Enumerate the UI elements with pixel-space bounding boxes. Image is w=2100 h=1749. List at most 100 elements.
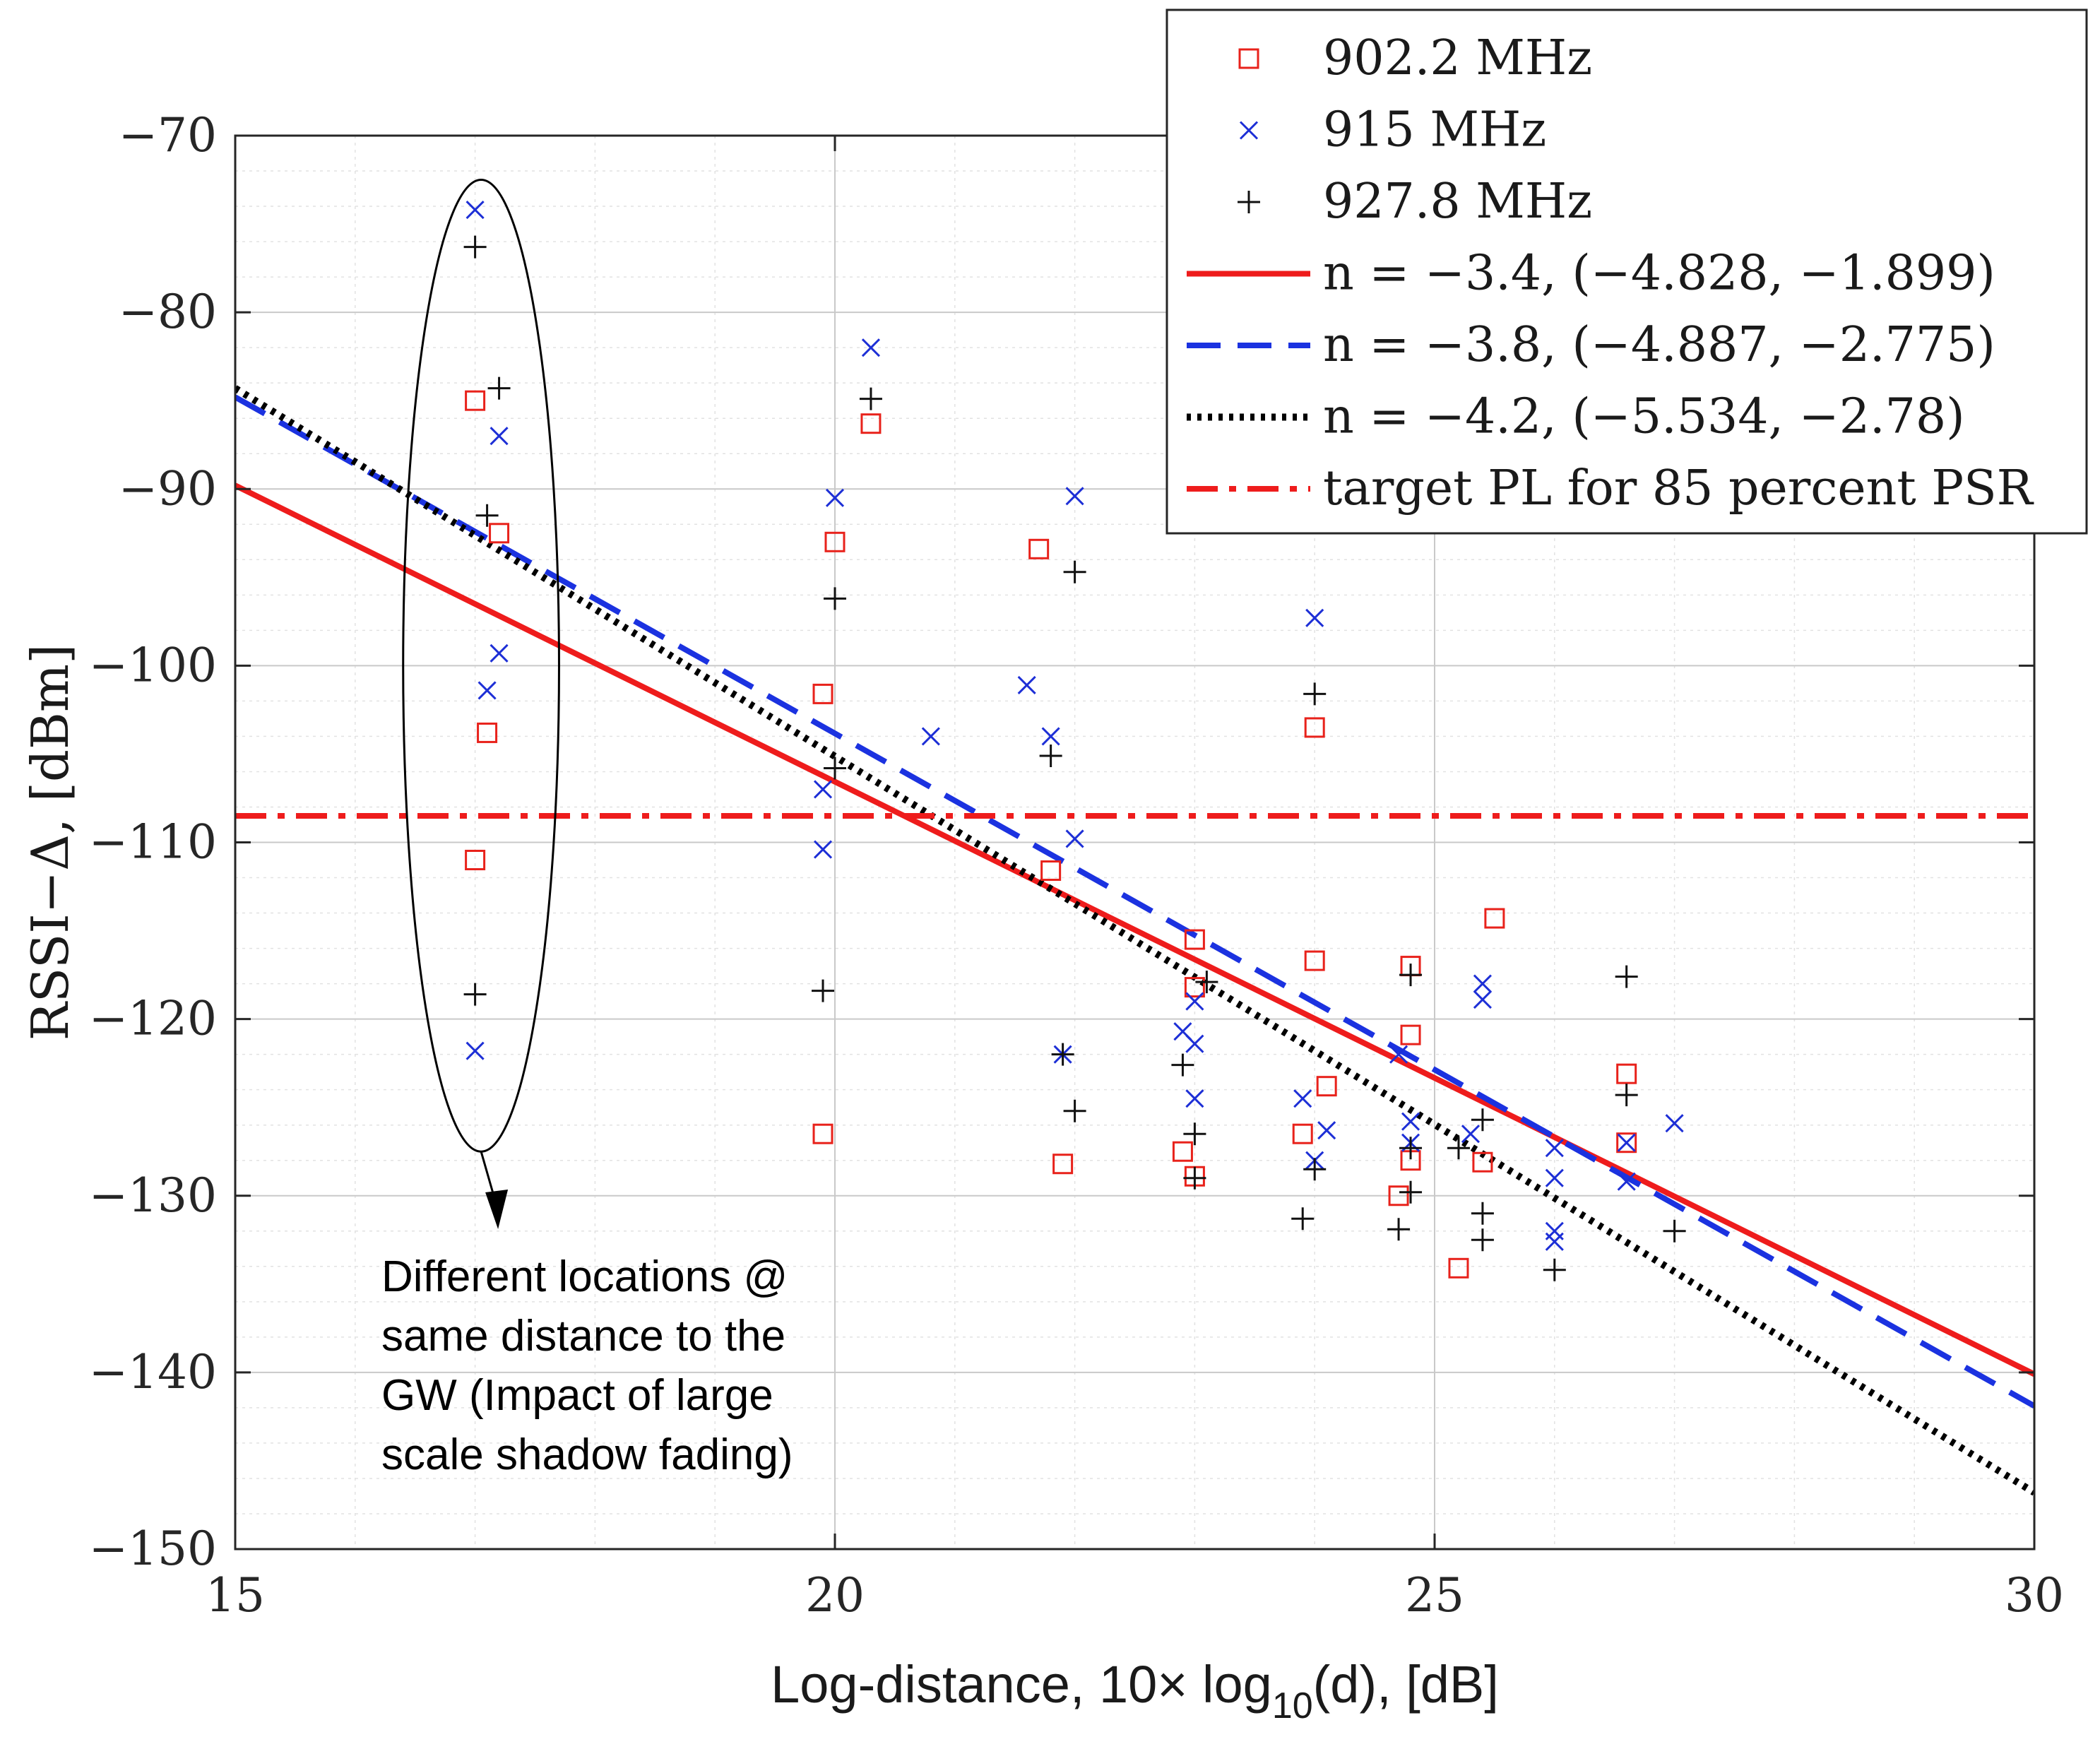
data-point-plus [1195,971,1218,994]
data-point-square [812,1123,834,1144]
data-point-plus [824,587,846,610]
data-point-x [1389,1045,1408,1064]
legend-label: 902.2 MHz [1323,30,1592,86]
data-point-plus [1303,1158,1327,1181]
data-point-x [1617,1172,1636,1191]
x-tick-label: 30 [2005,1568,2064,1623]
data-point-plus [1471,1228,1494,1252]
data-point-x [1041,727,1060,746]
y-tick-label: −110 [89,815,217,870]
data-point-x [1545,1232,1564,1251]
data-point-square [465,390,486,411]
data-point-square [465,850,486,871]
data-point-square [1184,929,1205,950]
data-point-plus [812,979,835,1002]
data-point-x [1185,992,1204,1011]
annotation-arrowhead [485,1190,509,1229]
data-point-x [477,681,497,700]
data-point-square [489,523,510,544]
data-point-square [1472,1151,1493,1173]
data-point-x [1461,1125,1481,1144]
data-point-plus [1543,1258,1566,1281]
data-point-plus [1291,1207,1315,1231]
data-point-plus [463,235,487,259]
legend: 902.2 MHz 915 MHz 927.8 MHz n = −3.4, (−4.8… [1165,8,2088,535]
data-point-square [1388,1185,1409,1206]
y-axis-label: RSSI−Δ, [dBm] [20,644,80,1041]
annotation-text-line: GW (Impact of large [381,1371,773,1420]
data-point-x [1305,608,1324,627]
data-point-plus [1171,1053,1194,1077]
data-point-square [1184,977,1205,998]
y-tick-label: −150 [89,1522,217,1576]
x-axis-label-tail: (d), [dB] [1313,1655,1499,1714]
data-point-plus [1399,964,1423,987]
data-point-square [812,683,834,704]
data-point-plus [1303,682,1327,706]
data-point-square [1484,908,1505,929]
data-point-plus [1183,1166,1206,1190]
fit-lines [235,385,2034,1496]
data-point-square [1616,1132,1637,1154]
data-point-x [490,644,509,663]
legend-label: 927.8 MHz [1323,174,1592,230]
series-line-solid [235,482,2034,1377]
data-point-x [465,1041,485,1060]
data-point-x [1617,1133,1636,1152]
data-point-plus [463,983,487,1006]
data-point-plus [1447,1137,1470,1160]
data-point-square [1292,1123,1313,1144]
data-point-plus [1471,1202,1494,1225]
x-axis-label-sub: 10 [1272,1685,1313,1726]
data-point-square [1172,1141,1193,1162]
x-tick-label: 25 [1405,1568,1464,1623]
data-point-plus [1063,1099,1086,1122]
x-axis-label: Log-distance, 10× log10(d), [dB] [771,1655,1499,1726]
data-point-plus [1399,1137,1423,1160]
data-point-x [490,427,509,446]
data-point-x [1665,1114,1684,1133]
y-tick-label: −100 [89,638,217,692]
data-point-x [1293,1089,1312,1108]
series-line-dotted [235,385,2034,1496]
annotation-text-line: scale shadow fading) [381,1430,793,1479]
data-point-x [1065,829,1084,848]
data-point-square [1304,950,1325,971]
data-point-square [1316,1076,1337,1097]
legend-label: target PL for 85 percent PSR [1323,461,2034,516]
data-point-plus [1615,965,1638,988]
data-point-plus [1039,744,1062,767]
data-point-plus [1663,1219,1686,1243]
legend-box [1165,8,2088,535]
data-point-square [1448,1257,1469,1279]
data-point-plus [475,504,499,527]
data-point-x [1545,1139,1564,1158]
data-point-plus [1399,1180,1423,1204]
annotation-text-line: same distance to the [381,1312,785,1360]
data-point-x [861,338,881,357]
series-line-dashed [235,394,2034,1409]
data-point-square [1028,538,1050,559]
y-tick-label: −120 [89,992,217,1046]
data-point-x [1401,1112,1420,1131]
y-tick-label: −80 [119,285,217,339]
data-point-plus [1063,560,1086,583]
data-markers [463,200,1686,1281]
data-point-plus [1615,1084,1638,1107]
data-point-plus [487,377,511,400]
data-point-x [1065,487,1084,506]
data-point-plus [1471,1108,1494,1132]
legend-marker-square [1238,48,1259,69]
data-point-x [1185,1089,1204,1108]
data-point-x [1017,675,1036,694]
data-point-square [477,722,498,743]
data-point-square [1040,860,1062,882]
data-point-square [1304,717,1325,738]
data-point-plus [1051,1043,1074,1066]
data-point-x [1473,990,1492,1009]
annotation: Different locations @ same distance to th… [381,179,793,1479]
data-point-x [1473,974,1492,993]
data-point-square [1400,1024,1421,1045]
annotation-text-line: Different locations @ [381,1252,788,1301]
